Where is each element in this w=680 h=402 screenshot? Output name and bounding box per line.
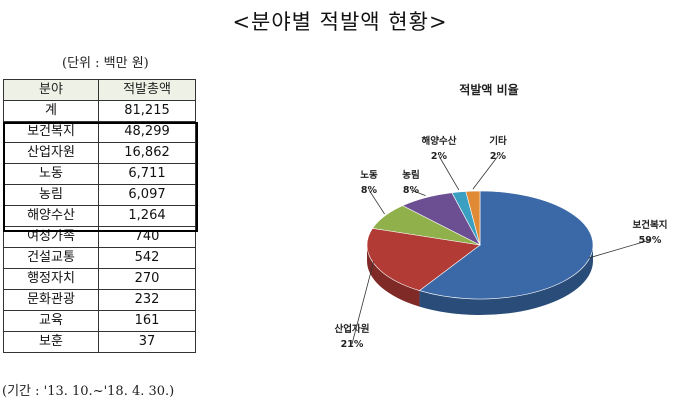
slice-percent: 8%: [403, 185, 420, 196]
slice-label: 기타: [489, 135, 507, 147]
slice-label: 해양수산: [422, 135, 457, 147]
chart-title: 적발액 비율: [459, 82, 518, 97]
slice-percent: 2%: [431, 151, 448, 162]
table-row: 보훈 37: [3, 331, 196, 353]
slice-label: 노동: [360, 170, 378, 181]
slice-label: 보건복지: [633, 219, 668, 231]
cell-amount: 232: [98, 289, 196, 311]
field-amount-table: 분야 적발총액 계 81,215 보건복지 48,299 산업자원 16,862 노동…: [3, 79, 196, 353]
pie-slice-side: [419, 245, 593, 315]
leader-line: [410, 189, 426, 197]
slice-percent: 21%: [341, 339, 364, 350]
cell-field: 교육: [3, 310, 99, 332]
slice-percent: 59%: [639, 235, 662, 246]
slice-label: 농림: [402, 169, 419, 181]
pie-slice: [465, 190, 481, 246]
leader-line: [368, 189, 385, 215]
table-row: 산업자원 16,862: [3, 142, 196, 164]
slice-label: 산업자원: [335, 323, 370, 335]
table-row: 농림 6,097: [3, 184, 196, 206]
pie-slice: [418, 190, 594, 300]
header-field: 분야: [3, 79, 99, 101]
cell-field: 행정자치: [3, 268, 99, 290]
period-footnote: (기간 : '13. 10.~'18. 4. 30.): [2, 384, 175, 399]
table-row: 교육 161: [3, 310, 196, 332]
leader-line: [472, 155, 499, 190]
unit-label: (단위 : 백만 원): [62, 56, 149, 71]
cell-amount: 37: [98, 331, 196, 353]
table-row: 문화관광 232: [3, 289, 196, 311]
leader-line: [351, 261, 375, 345]
pie-slice: [366, 227, 481, 291]
page-title: <분야별 적발액 현황>: [232, 10, 448, 34]
leader-line: [438, 155, 460, 191]
slice-percent: 2%: [490, 151, 507, 162]
table-row: 건설교통 542: [3, 247, 196, 269]
leader-line: [588, 239, 651, 259]
table-row: 행정자치 270: [3, 268, 196, 290]
cell-field: 문화관광: [3, 289, 99, 311]
pie-slice-side: [367, 245, 420, 307]
slice-percent: 8%: [361, 185, 378, 196]
cell-field: 산업자원: [3, 142, 99, 164]
